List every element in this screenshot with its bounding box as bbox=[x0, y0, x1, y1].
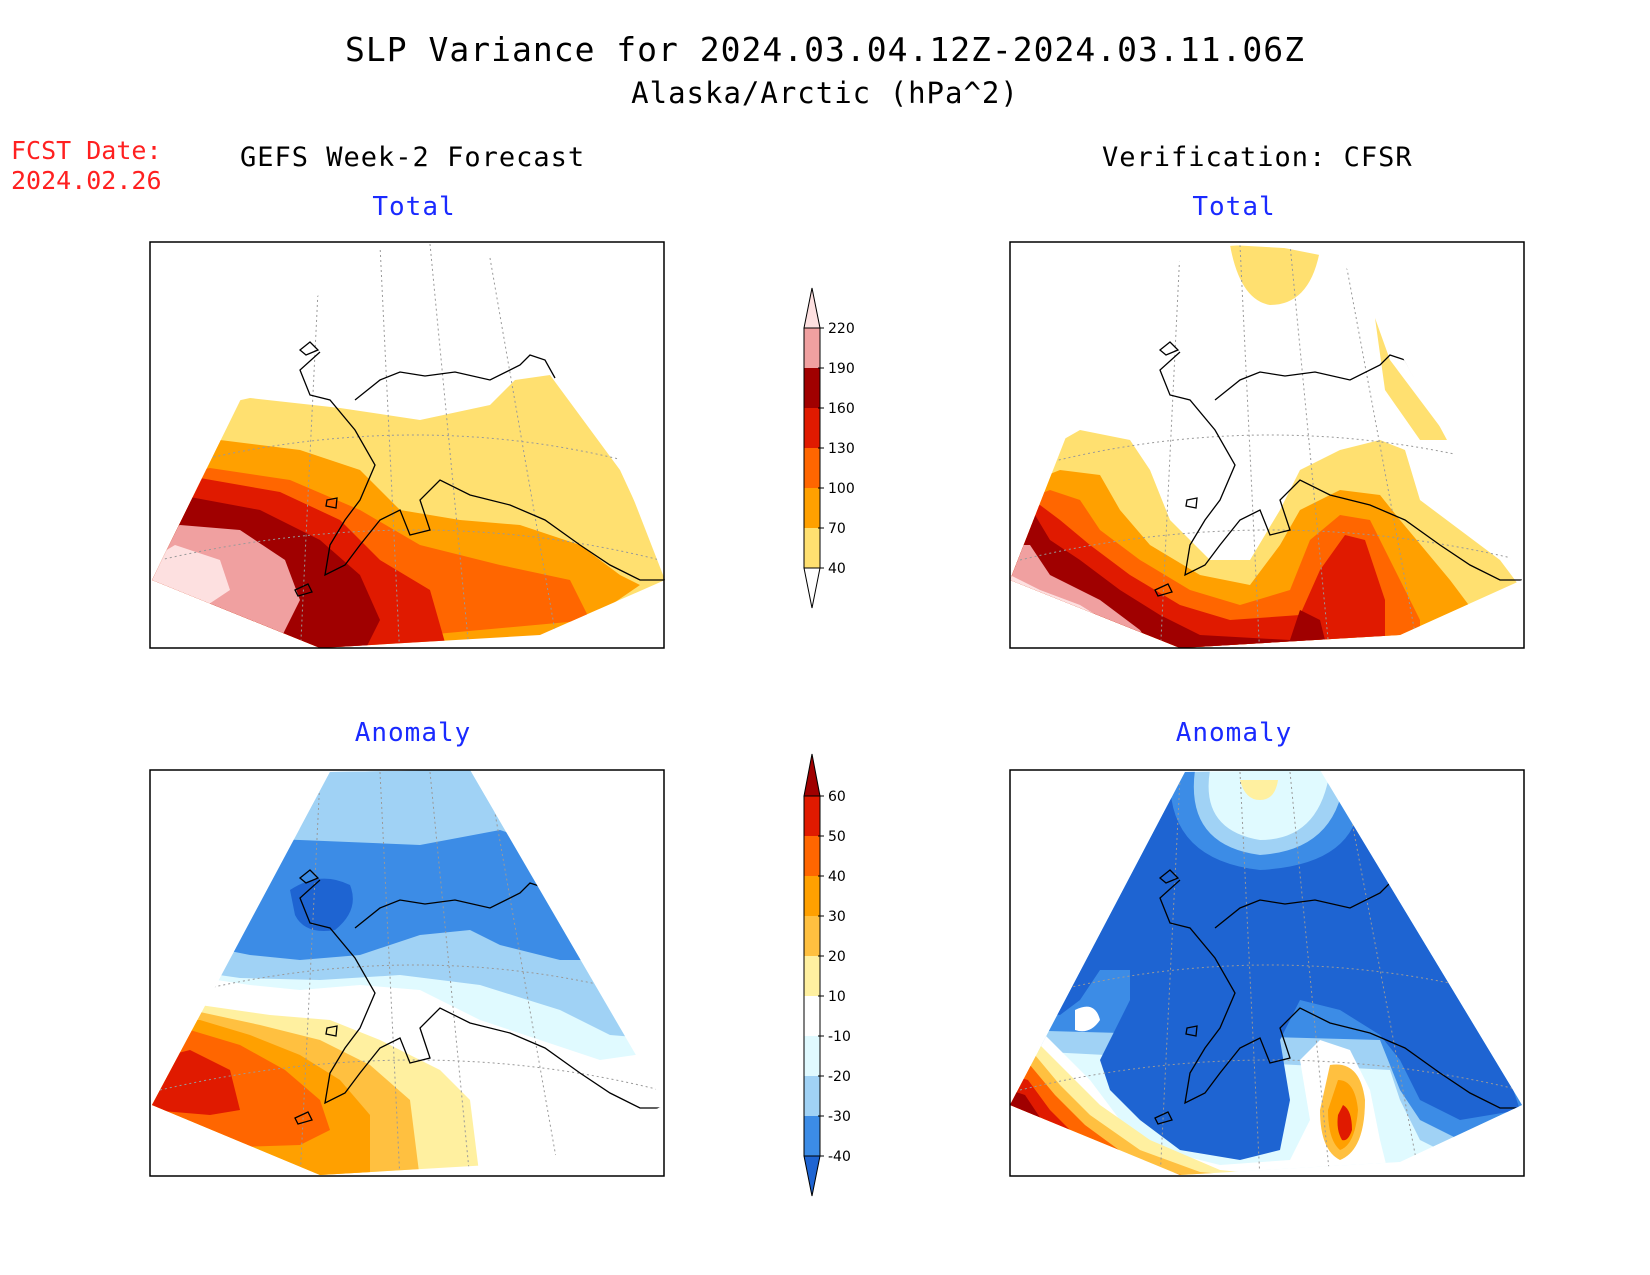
map-forecast-anomaly bbox=[149, 769, 665, 1177]
colorbar-anomaly-bottom-tip bbox=[803, 1155, 821, 1197]
map-frame bbox=[149, 241, 665, 649]
panel-title-top-left: Total bbox=[372, 192, 456, 222]
colorbar-anomaly-segment bbox=[804, 1036, 820, 1076]
colorbar-anomaly-tick-label: -30 bbox=[828, 1109, 851, 1125]
panel-title-bottom-left: Anomaly bbox=[354, 718, 472, 748]
colorbar-anomaly-tick-label: -40 bbox=[828, 1149, 851, 1165]
colorbar-anomaly-segment bbox=[804, 836, 820, 876]
subtitle: Alaska/Arctic (hPa^2) bbox=[631, 76, 1019, 110]
panel-title-bottom-right: Anomaly bbox=[1175, 718, 1293, 748]
colorbar-total-segment bbox=[804, 448, 820, 488]
colorbar-anomaly: 60 50 40 30 20 10 -10 -20 -30 -40 bbox=[803, 753, 851, 1197]
colorbar-total: 220 190 160 130 100 70 40 bbox=[803, 287, 855, 609]
colorbar-anomaly-segment bbox=[804, 1076, 820, 1116]
colorbar-total-tick-label: 160 bbox=[828, 401, 855, 417]
colorbar-anomaly-tick-label: -10 bbox=[828, 1029, 851, 1045]
colorbar-anomaly-tick-label: 10 bbox=[828, 989, 846, 1005]
colorbar-anomaly-tick-label: 40 bbox=[828, 869, 846, 885]
colorbar-total-tick-label: 70 bbox=[828, 521, 846, 537]
colorbar-anomaly-segment bbox=[804, 796, 820, 836]
colorbar-anomaly-tick-label: 20 bbox=[828, 949, 846, 965]
colorbar-anomaly-frame bbox=[803, 795, 821, 1157]
colorbar-total-segment bbox=[804, 368, 820, 408]
colorbar-total-top-tip bbox=[803, 287, 821, 329]
map-verification-total bbox=[1009, 241, 1525, 649]
colorbar-anomaly-segment bbox=[804, 916, 820, 956]
map-forecast-total bbox=[149, 241, 665, 649]
colorbar-total-segment bbox=[804, 488, 820, 528]
colorbar-total-bottom-tip bbox=[803, 567, 821, 609]
map-verification-anomaly bbox=[1009, 769, 1525, 1177]
colorbar-total-tick-label: 130 bbox=[828, 441, 855, 457]
colorbar-anomaly-top-tip bbox=[803, 753, 821, 797]
colorbar-anomaly-tick-label: 50 bbox=[828, 829, 846, 845]
fcst-date: FCST Date: 2024.02.26 bbox=[11, 136, 162, 196]
main-title: SLP Variance for 2024.03.04.12Z-2024.03.… bbox=[345, 30, 1305, 69]
colorbar-anomaly-tick-label: 30 bbox=[828, 909, 846, 925]
colorbar-total-tick-label: 40 bbox=[828, 561, 846, 577]
left-column-heading: GEFS Week-2 Forecast bbox=[240, 142, 586, 173]
colorbar-anomaly-segment bbox=[804, 996, 820, 1036]
colorbar-total-tick-label: 100 bbox=[828, 481, 855, 497]
right-column-heading: Verification: CFSR bbox=[1102, 142, 1413, 173]
colorbar-anomaly-segment bbox=[804, 956, 820, 996]
panel-title-top-right: Total bbox=[1192, 192, 1276, 222]
fcst-date-label: FCST Date: bbox=[11, 136, 162, 165]
colorbar-anomaly-tick-label: -20 bbox=[828, 1069, 851, 1085]
colorbar-total-segment bbox=[804, 328, 820, 368]
fcst-date-value: 2024.02.26 bbox=[11, 166, 162, 195]
colorbar-total-tick-label: 190 bbox=[828, 361, 855, 377]
colorbar-total-segment bbox=[804, 528, 820, 568]
colorbar-anomaly-tick-label: 60 bbox=[828, 789, 846, 805]
colorbar-anomaly-segment bbox=[804, 1116, 820, 1156]
colorbar-anomaly-segment bbox=[804, 876, 820, 916]
colorbar-total-tick-label: 220 bbox=[828, 321, 855, 337]
colorbar-total-segment bbox=[804, 408, 820, 448]
